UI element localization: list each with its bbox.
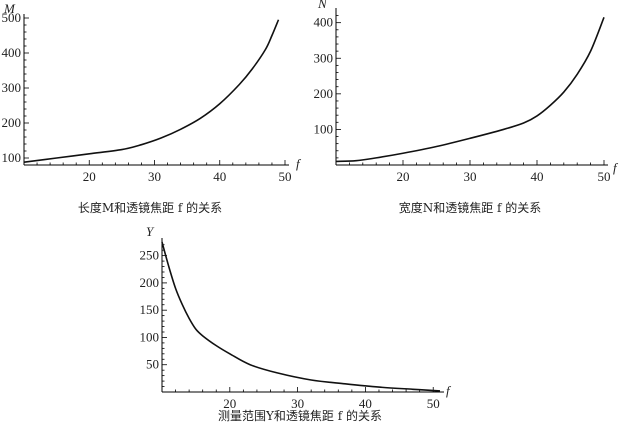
chart-caption: 长度M和透镜焦距 f 的关系 xyxy=(78,200,222,215)
series-line-1 xyxy=(23,19,280,163)
chart-caption: 测量范围Y和透镜焦距 f 的关系 xyxy=(218,408,382,423)
y-tick-label: 100 xyxy=(314,121,334,136)
y-tick-label: 400 xyxy=(2,45,22,60)
x-tick-label: 20 xyxy=(83,169,96,184)
y-tick-label: 100 xyxy=(140,329,160,344)
y-tick-label: 300 xyxy=(2,80,22,95)
y-tick-label: 300 xyxy=(314,50,334,65)
y-tick-label: 500 xyxy=(2,10,22,25)
series-line-1 xyxy=(335,17,605,163)
x-tick-label: 30 xyxy=(148,169,161,184)
y-tick-label: 100 xyxy=(2,150,22,165)
y-tick-label: 200 xyxy=(140,275,160,290)
y-tick-label: 50 xyxy=(146,357,159,372)
x-tick-label: 40 xyxy=(213,169,226,184)
x-tick-label: 50 xyxy=(279,169,292,184)
y-tick-label: 200 xyxy=(314,86,334,101)
x-tick-label: 40 xyxy=(359,396,372,411)
x-tick-label: 20 xyxy=(397,169,410,184)
y-axis-label: M xyxy=(3,1,16,16)
x-tick-label: 30 xyxy=(464,169,477,184)
y-tick-label: 200 xyxy=(2,115,22,130)
series-line-1 xyxy=(161,241,441,392)
y-tick-label: 150 xyxy=(140,302,160,317)
y-tick-label: 400 xyxy=(314,15,334,30)
y-axis-label: N xyxy=(317,0,328,11)
x-tick-label: 40 xyxy=(531,169,544,184)
x-tick-label: 20 xyxy=(223,396,236,411)
y-tick-label: 250 xyxy=(140,248,160,263)
x-axis-label: f xyxy=(296,156,302,171)
chart-panel-3: 20 30 40 50 50 100 150 200 250 Yf 测量范围Y和透镜焦距 f 的关系 xyxy=(140,224,453,423)
x-tick-label: 50 xyxy=(427,396,440,411)
chart-panel-2: 20 30 40 50 100 200 300 400 Nf 宽度N和透镜焦距 f 的关系 xyxy=(314,0,620,215)
y-axis-label: Y xyxy=(146,224,155,239)
x-axis-label: f xyxy=(613,160,619,175)
chart-caption: 宽度N和透镜焦距 f 的关系 xyxy=(399,200,542,215)
x-axis-label: f xyxy=(446,383,452,398)
x-tick-label: 50 xyxy=(598,169,611,184)
x-tick-label: 30 xyxy=(291,396,304,411)
